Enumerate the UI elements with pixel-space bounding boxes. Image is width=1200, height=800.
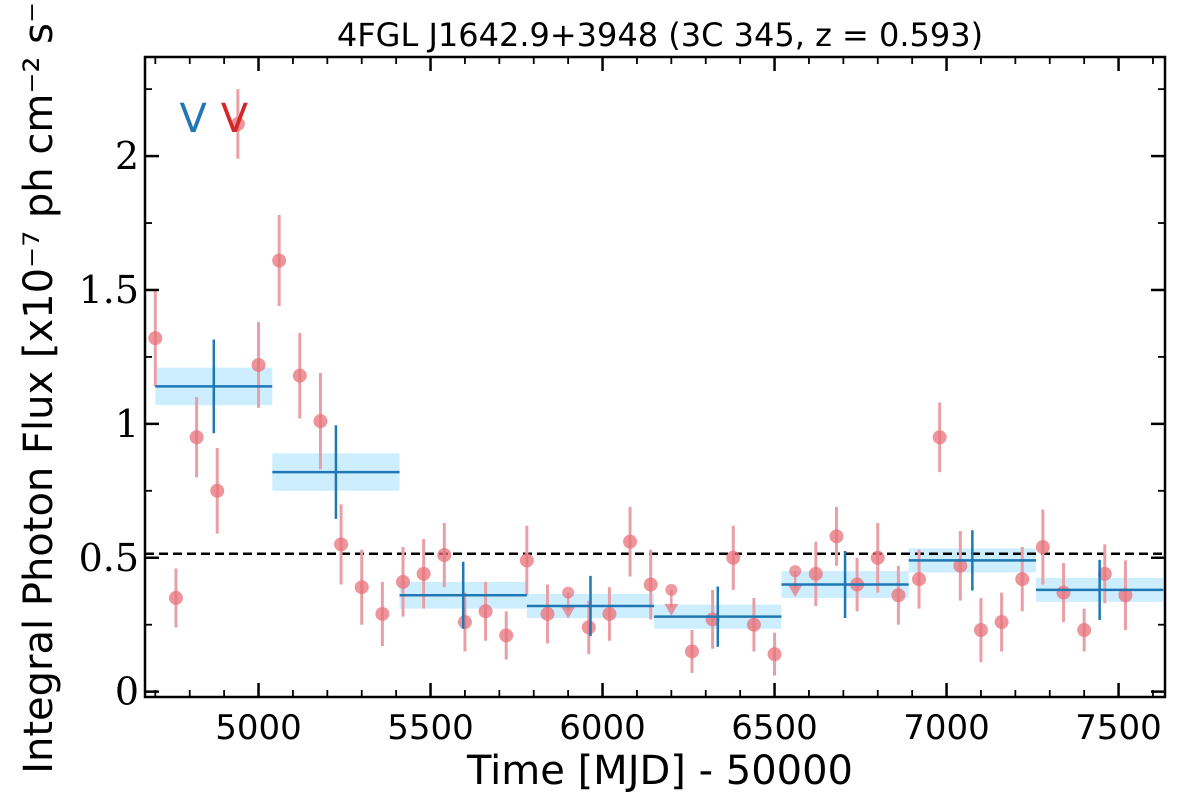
data-point bbox=[581, 620, 596, 635]
data-point bbox=[829, 529, 844, 544]
data-point bbox=[334, 537, 349, 552]
data-point bbox=[540, 606, 555, 621]
data-point bbox=[292, 368, 307, 383]
x-tick-label: 6500 bbox=[731, 708, 818, 748]
data-point bbox=[189, 430, 204, 445]
data-point bbox=[767, 647, 782, 662]
x-tick-label: 5000 bbox=[215, 708, 302, 748]
data-point bbox=[148, 331, 163, 346]
data-point bbox=[912, 572, 927, 587]
upper-limit-point bbox=[789, 565, 802, 578]
y-tick-label: 1.5 bbox=[79, 268, 139, 312]
data-point bbox=[313, 414, 328, 429]
x-tick-label: 7500 bbox=[1075, 708, 1162, 748]
data-point bbox=[478, 604, 493, 619]
data-point bbox=[870, 550, 885, 565]
data-point bbox=[375, 606, 390, 621]
x-tick-label: 6000 bbox=[559, 708, 646, 748]
data-point bbox=[251, 357, 266, 372]
chart-title: 4FGL J1642.9+3948 (3C 345, z = 0.593) bbox=[337, 16, 983, 54]
data-point bbox=[416, 566, 431, 581]
data-point bbox=[808, 566, 823, 581]
data-point bbox=[994, 615, 1009, 630]
event-marker: V bbox=[179, 96, 207, 142]
data-point bbox=[210, 483, 225, 498]
y-tick-label: 0.5 bbox=[79, 536, 139, 580]
upper-limit-arrow bbox=[788, 585, 803, 598]
upper-limit-point bbox=[665, 583, 678, 596]
data-point bbox=[457, 615, 472, 630]
data-point bbox=[1118, 588, 1133, 603]
data-point bbox=[973, 623, 988, 638]
event-marker: V bbox=[221, 96, 249, 142]
data-point bbox=[932, 430, 947, 445]
y-axis-label: Integral Photon Flux [x10⁻⁷ ph cm⁻² s⁻¹] bbox=[16, 0, 62, 774]
data-point bbox=[354, 580, 369, 595]
x-tick-label: 5500 bbox=[387, 708, 474, 748]
data-point bbox=[437, 548, 452, 563]
data-point bbox=[499, 628, 514, 643]
data-point bbox=[519, 553, 534, 568]
data-point bbox=[684, 644, 699, 659]
data-point bbox=[726, 550, 741, 565]
upper-limit-arrow bbox=[664, 603, 679, 616]
data-point bbox=[396, 574, 411, 589]
data-point bbox=[272, 253, 287, 268]
data-point bbox=[168, 590, 183, 605]
upper-limit-arrow bbox=[561, 606, 576, 619]
plot-area: V V 5000 5500 6000 6500 7000 7500 0 0.5 1 1.5 2 bbox=[79, 55, 1167, 748]
data-point bbox=[1056, 585, 1071, 600]
data-point bbox=[953, 558, 968, 573]
data-point bbox=[1015, 572, 1030, 587]
data-point bbox=[746, 617, 761, 632]
data-point bbox=[643, 577, 658, 592]
axes-frame bbox=[143, 55, 1167, 699]
data-point bbox=[1077, 623, 1092, 638]
x-tick-label: 7000 bbox=[903, 708, 990, 748]
data-point bbox=[891, 588, 906, 603]
upper-limit-point bbox=[562, 586, 575, 599]
y-tick-label: 0 bbox=[115, 670, 139, 714]
data-point bbox=[1097, 566, 1112, 581]
data-point bbox=[623, 534, 638, 549]
data-point bbox=[1035, 540, 1050, 555]
data-point bbox=[230, 116, 245, 131]
data-point bbox=[602, 606, 617, 621]
y-tick-label: 2 bbox=[115, 134, 139, 178]
y-tick-label: 1 bbox=[115, 402, 139, 446]
x-axis-label: Time [MJD] - 50000 bbox=[466, 748, 853, 794]
